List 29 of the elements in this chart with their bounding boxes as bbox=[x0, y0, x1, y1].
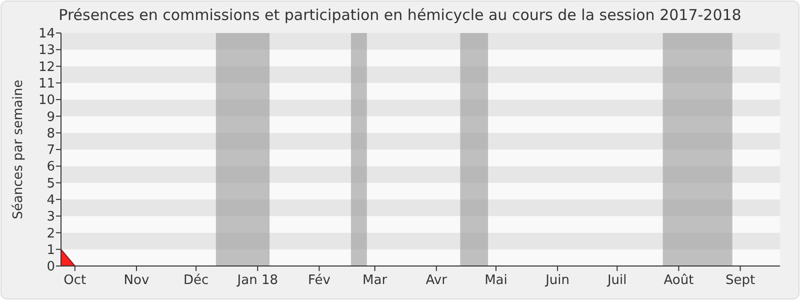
x-tick-label: Oct bbox=[64, 273, 86, 288]
x-tick-label: Juil bbox=[606, 273, 627, 288]
y-tick-label: 0 bbox=[46, 260, 55, 275]
x-tick-label: Jan 18 bbox=[236, 273, 278, 288]
x-tick-label: Sept bbox=[725, 273, 756, 288]
y-tick-label: 10 bbox=[38, 93, 55, 108]
x-tick-label: Déc bbox=[183, 273, 209, 288]
y-tick-label: 3 bbox=[46, 210, 55, 225]
y-tick-label: 1 bbox=[46, 242, 55, 258]
y-tick-label: 9 bbox=[46, 110, 55, 125]
y-tick-label: 2 bbox=[46, 226, 55, 242]
y-tick-label: 6 bbox=[46, 160, 55, 175]
y-axis-title: Séances par semaine bbox=[11, 80, 26, 220]
y-tick-label: 14 bbox=[38, 26, 55, 42]
x-tick-label: Juin bbox=[544, 273, 570, 288]
y-tick-label: 4 bbox=[46, 192, 55, 208]
y-tick-label: 13 bbox=[38, 43, 55, 58]
x-tick-label: Mai bbox=[484, 273, 508, 288]
x-tick-label: Avr bbox=[426, 273, 448, 288]
x-tick-label: Fév bbox=[308, 273, 331, 288]
x-tick-label: Nov bbox=[124, 273, 150, 288]
y-tick-label: 12 bbox=[38, 60, 55, 75]
x-tick-label: Août bbox=[664, 273, 694, 288]
y-tick-label: 7 bbox=[46, 143, 55, 158]
x-tick-label: Mar bbox=[362, 273, 388, 288]
y-tick-label: 8 bbox=[46, 126, 55, 142]
y-tick-label: 11 bbox=[38, 76, 55, 92]
chart-title: Présences en commissions et participation en hémicycle au cours de la session 2017-2018 bbox=[58, 6, 742, 24]
y-tick-label: 5 bbox=[46, 176, 55, 192]
